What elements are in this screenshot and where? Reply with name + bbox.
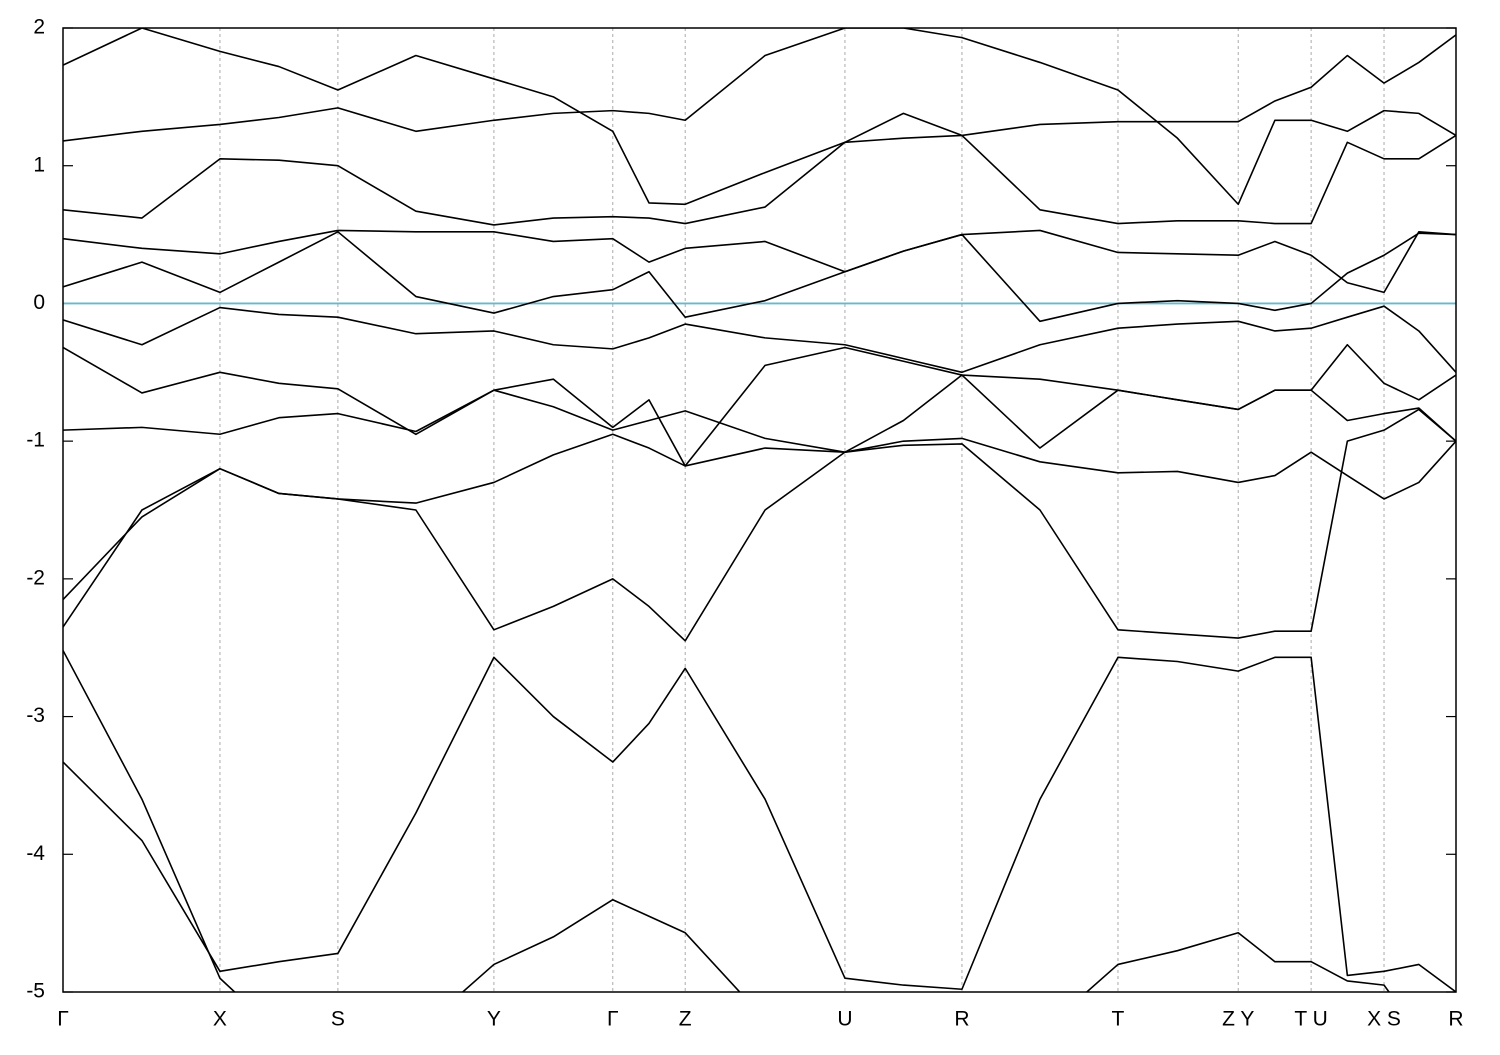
y-tick-label: -5 — [26, 980, 45, 1003]
grid-layer — [62, 27, 1457, 993]
x-tick-label: X — [213, 1008, 227, 1031]
x-tick-label: Z Y — [1222, 1008, 1254, 1031]
plot-frame — [62, 27, 1457, 993]
band-line — [63, 28, 1456, 206]
x-tick-label: Y — [487, 1008, 501, 1031]
band-line — [63, 408, 1456, 642]
y-tick-label: 2 — [33, 16, 45, 39]
x-tick-label: Γ — [57, 1008, 69, 1031]
band-line — [63, 650, 1390, 992]
band-line — [63, 231, 1456, 323]
bands-layer — [63, 28, 1456, 992]
y-tick-label: -1 — [26, 429, 45, 452]
x-tick-label: R — [1448, 1008, 1463, 1031]
y-tick-label: -2 — [26, 566, 45, 589]
x-tick-label: U — [837, 1008, 852, 1031]
y-tick-label: -3 — [26, 704, 45, 727]
x-tick-label: T — [1112, 1008, 1125, 1031]
band-line — [63, 229, 1456, 294]
band-line — [63, 305, 1456, 374]
y-tick-label: -4 — [26, 842, 45, 865]
band-line — [63, 433, 1456, 628]
x-tick-label: X S — [1367, 1008, 1401, 1031]
y-tick-label: 1 — [33, 153, 45, 176]
x-tick-label: R — [954, 1008, 969, 1031]
band-line — [63, 134, 1456, 226]
x-tick-label: S — [331, 1008, 345, 1031]
band-line — [63, 28, 1456, 206]
band-line — [63, 656, 1456, 992]
x-tick-label: Z — [679, 1008, 692, 1031]
labels-layer: -5 -4 -3 -2 -1 0 1 2 Γ X S Y Γ Z U R T Z Y T U X S R — [26, 16, 1463, 1031]
y-tick-label: 0 — [33, 291, 45, 314]
x-tick-label: T U — [1294, 1008, 1327, 1031]
band-line — [63, 343, 1456, 467]
band-line — [63, 374, 1456, 453]
x-tick-label: Γ — [607, 1008, 619, 1031]
